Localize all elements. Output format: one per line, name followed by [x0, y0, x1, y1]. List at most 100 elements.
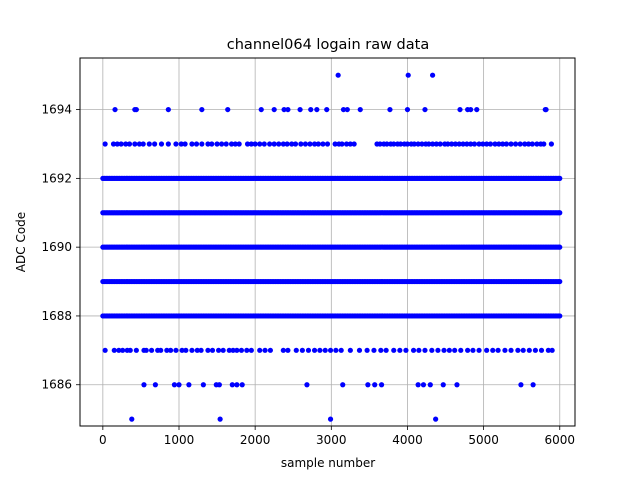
data-point — [480, 141, 486, 147]
y-axis-label: ADC Code — [14, 212, 28, 272]
data-point — [129, 416, 135, 422]
data-point — [158, 141, 165, 147]
x-tick-label: 1000 — [164, 433, 195, 447]
data-point — [276, 141, 282, 147]
data-point — [446, 347, 452, 353]
data-point — [398, 141, 404, 147]
data-point — [146, 141, 152, 147]
data-point — [173, 347, 179, 353]
data-point — [209, 347, 216, 353]
data-point — [271, 141, 277, 147]
data-point — [520, 347, 526, 353]
data-point — [454, 382, 460, 388]
data-point — [548, 141, 554, 147]
data-point — [183, 347, 189, 353]
data-point — [297, 106, 303, 113]
x-tick-label: 3000 — [316, 433, 347, 447]
data-point — [110, 141, 117, 147]
data-point — [216, 347, 222, 353]
chart-title: channel064 logain raw data — [227, 37, 429, 53]
data-point — [143, 347, 149, 353]
data-point — [315, 141, 321, 147]
data-point — [168, 347, 174, 353]
data-point — [500, 141, 506, 147]
data-point — [549, 347, 555, 353]
data-point — [340, 106, 347, 113]
data-point — [112, 106, 118, 113]
data-point — [545, 347, 551, 353]
data-point — [205, 141, 211, 147]
y-tick-label: 1688 — [41, 309, 72, 323]
data-point — [503, 141, 510, 147]
data-point — [557, 244, 563, 250]
y-tick-label: 1694 — [41, 103, 72, 117]
data-point — [324, 141, 331, 147]
data-point — [404, 106, 411, 113]
data-point — [136, 141, 142, 147]
data-point — [411, 141, 417, 147]
x-tick-label: 6000 — [544, 433, 575, 447]
data-point — [322, 347, 328, 353]
data-point — [557, 278, 563, 285]
data-point — [415, 141, 421, 147]
data-point — [267, 347, 273, 353]
data-point — [236, 141, 242, 147]
data-point — [281, 106, 287, 113]
data-point — [384, 141, 390, 147]
data-point — [307, 141, 313, 147]
data-point — [347, 347, 353, 353]
data-point — [387, 106, 393, 113]
data-point — [186, 382, 192, 388]
data-point — [216, 382, 222, 388]
data-point — [534, 141, 540, 147]
data-point — [422, 106, 428, 113]
data-point — [339, 141, 345, 147]
data-point — [420, 382, 427, 388]
data-point — [289, 141, 295, 147]
data-point — [209, 141, 215, 147]
data-point — [200, 382, 206, 388]
data-point — [133, 347, 139, 353]
data-point — [464, 141, 470, 147]
data-point — [280, 141, 286, 147]
data-point — [285, 106, 291, 113]
data-point — [133, 106, 139, 113]
data-point — [320, 141, 326, 147]
data-point — [557, 175, 563, 181]
data-point — [164, 347, 170, 353]
data-point — [557, 313, 563, 319]
data-point — [391, 347, 397, 353]
data-point — [371, 347, 377, 353]
data-point — [445, 141, 451, 147]
data-point — [492, 141, 498, 147]
data-point — [419, 141, 425, 147]
data-point — [116, 347, 122, 353]
data-point — [433, 141, 439, 147]
data-point — [199, 141, 205, 147]
data-point — [219, 141, 225, 147]
data-point — [214, 141, 220, 147]
data-point — [429, 72, 436, 78]
data-point — [397, 347, 403, 353]
data-point — [422, 347, 428, 353]
data-point — [324, 106, 330, 113]
plot-frame — [79, 57, 576, 427]
data-point — [118, 141, 124, 147]
data-point — [460, 141, 466, 147]
data-point — [261, 141, 267, 147]
data-point — [257, 347, 263, 353]
data-point — [429, 347, 435, 353]
data-point — [468, 141, 474, 147]
data-point — [232, 141, 238, 147]
data-point — [502, 347, 508, 353]
data-point — [347, 141, 353, 147]
data-point — [152, 382, 158, 388]
data-point — [267, 141, 273, 147]
data-point — [305, 347, 312, 353]
data-point — [532, 347, 539, 353]
data-point — [490, 347, 496, 353]
data-point — [239, 382, 245, 388]
axis-ticks: 0 1000 2000 3000 4000 5000 6000 1686 1688 1690 169… — [41, 103, 575, 447]
data-point — [229, 382, 235, 388]
data-point — [356, 347, 363, 353]
